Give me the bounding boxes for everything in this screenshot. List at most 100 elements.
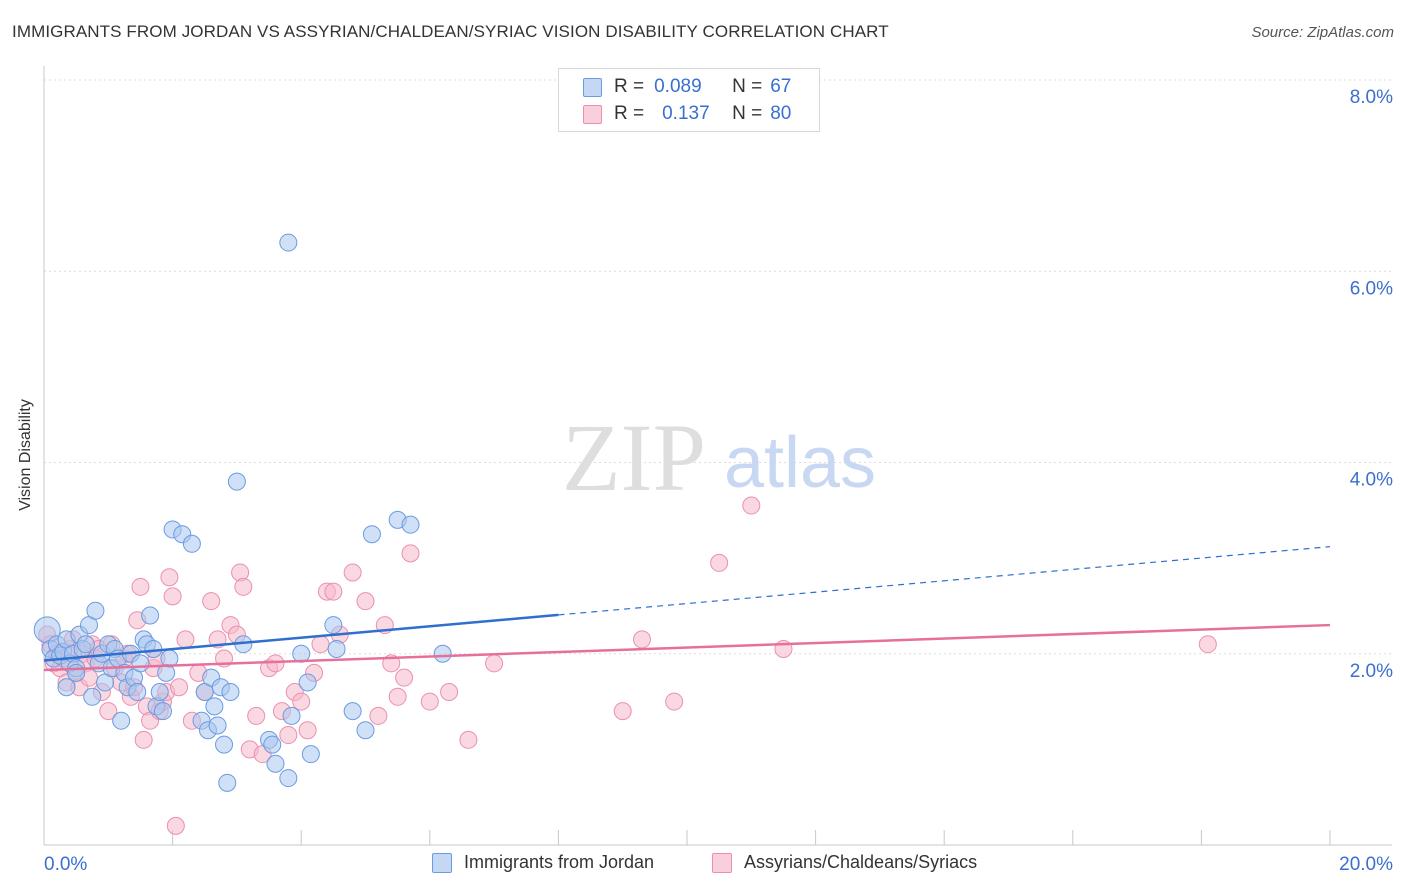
data-point-assyrians: [298, 721, 317, 740]
data-point-jordan: [218, 773, 237, 792]
watermark-zip: ZIP: [562, 404, 706, 511]
data-point-jordan: [327, 639, 346, 658]
data-point-jordan: [266, 754, 285, 773]
data-point-assyrians: [665, 692, 684, 711]
data-point-assyrians: [356, 592, 375, 611]
data-point-jordan: [144, 639, 163, 658]
data-point-assyrians: [247, 706, 266, 725]
data-point-jordan: [279, 233, 298, 252]
watermark-atlas: atlas: [724, 423, 876, 503]
data-point-jordan: [67, 663, 86, 682]
watermark: ZIP atlas: [562, 404, 876, 511]
data-point-assyrians: [324, 582, 343, 601]
data-point-assyrians: [485, 654, 504, 673]
legend-r-label: R =: [614, 103, 645, 124]
data-point-assyrians: [343, 563, 362, 582]
data-point-assyrians: [311, 635, 330, 654]
trend-line-jordan-extrapolated: [558, 546, 1331, 616]
data-point-jordan: [215, 735, 234, 754]
y-tick-label: 4.0%: [1350, 470, 1393, 491]
legend-n-label: N =: [732, 76, 763, 97]
y-tick-label: 2.0%: [1350, 661, 1393, 682]
data-point-assyrians: [170, 678, 189, 697]
legend-swatch-jordan: [432, 852, 452, 873]
data-point-jordan: [301, 745, 320, 764]
legend-n-label: N =: [732, 103, 763, 124]
data-point-assyrians: [710, 553, 729, 572]
data-point-jordan: [356, 721, 375, 740]
data-point-jordan: [282, 706, 301, 725]
x-tick-label-max: 20.0%: [1339, 854, 1393, 875]
data-point-assyrians: [459, 730, 478, 749]
legend-r-label: R =: [614, 76, 645, 97]
legend-swatch-assyrians: [712, 852, 732, 873]
data-point-assyrians: [632, 630, 651, 649]
data-point-assyrians: [131, 577, 150, 596]
data-point-jordan: [263, 735, 282, 754]
legend-item-assyrians: Assyrians/Chaldeans/Syriacs: [712, 852, 977, 873]
data-point-assyrians: [388, 687, 407, 706]
y-tick-label: 6.0%: [1350, 278, 1393, 299]
data-point-jordan: [227, 472, 246, 491]
data-point-jordan: [131, 654, 150, 673]
data-point-jordan: [86, 601, 105, 620]
data-point-assyrians: [369, 706, 388, 725]
y-tick-label: 8.0%: [1350, 87, 1393, 108]
series-assyrians-points: [38, 496, 1217, 835]
data-point-jordan: [279, 769, 298, 788]
data-point-assyrians: [613, 702, 632, 721]
legend-label-assyrians: Assyrians/Chaldeans/Syriacs: [744, 852, 978, 872]
data-point-assyrians: [1198, 635, 1217, 654]
data-point-jordan: [298, 673, 317, 692]
data-point-jordan: [208, 716, 227, 735]
data-point-assyrians: [401, 544, 420, 563]
chart-title: IMMIGRANTS FROM JORDAN VS ASSYRIAN/CHALD…: [12, 22, 889, 41]
legend-swatch-assyrians: [583, 104, 602, 124]
data-point-jordan: [153, 702, 172, 721]
stats-legend: R = 0.089 N = 67 R = 0.137 N = 80: [558, 68, 820, 132]
legend-r-value: 0.137: [662, 103, 710, 124]
trend-lines: [43, 546, 1331, 672]
data-point-assyrians: [134, 730, 153, 749]
data-point-assyrians: [99, 702, 118, 721]
data-point-assyrians: [279, 726, 298, 745]
data-point-jordan: [150, 683, 169, 701]
legend-swatch-jordan: [583, 77, 602, 97]
data-point-jordan: [57, 678, 76, 697]
data-point-jordan: [182, 534, 201, 553]
legend-label-jordan: Immigrants from Jordan: [464, 852, 655, 872]
data-point-assyrians: [163, 587, 182, 606]
data-point-jordan: [324, 616, 343, 635]
data-point-jordan: [433, 644, 452, 663]
data-point-jordan: [401, 515, 420, 534]
data-point-jordan: [112, 711, 131, 730]
data-point-jordan: [128, 683, 147, 701]
data-point-assyrians: [166, 816, 185, 835]
legend-n-value: 67: [770, 76, 792, 97]
series-legend: Immigrants from Jordan Assyrians/Chaldea…: [0, 852, 1406, 878]
x-tick-label-min: 0.0%: [44, 854, 87, 875]
data-point-assyrians: [395, 668, 414, 687]
trend-line-jordan: [43, 613, 559, 662]
legend-row-assyrians: R = 0.137 N = 80: [583, 102, 791, 126]
data-point-assyrians: [420, 692, 439, 711]
data-point-assyrians: [440, 683, 459, 701]
data-point-jordan: [141, 606, 160, 625]
data-point-assyrians: [234, 577, 253, 596]
data-point-jordan: [205, 697, 224, 716]
legend-row-jordan: R = 0.089 N = 67: [583, 75, 791, 99]
data-point-jordan: [83, 687, 102, 706]
source-label: Source: ZipAtlas.com: [1251, 24, 1394, 41]
data-point-jordan: [362, 525, 381, 544]
data-point-assyrians: [292, 692, 311, 711]
data-point-jordan: [221, 683, 240, 701]
legend-n-value: 80: [770, 103, 792, 124]
data-point-assyrians: [160, 568, 179, 587]
legend-r-value: 0.089: [654, 76, 702, 97]
data-point-jordan: [76, 635, 95, 654]
data-point-assyrians: [742, 496, 761, 515]
data-point-jordan: [343, 702, 362, 721]
legend-item-jordan: Immigrants from Jordan: [432, 852, 654, 873]
trend-line-assyrians: [43, 623, 1331, 672]
